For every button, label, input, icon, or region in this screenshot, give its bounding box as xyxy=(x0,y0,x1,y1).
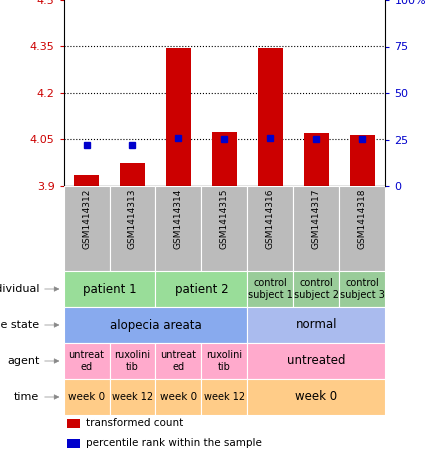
Text: normal: normal xyxy=(296,318,337,332)
Bar xyxy=(74,175,99,186)
Text: GSM1414313: GSM1414313 xyxy=(128,188,137,249)
Bar xyxy=(155,271,247,307)
Text: individual: individual xyxy=(0,284,39,294)
Bar xyxy=(166,48,191,186)
Bar xyxy=(350,135,375,186)
Text: week 0: week 0 xyxy=(295,390,338,404)
Bar xyxy=(258,48,283,186)
Text: time: time xyxy=(14,392,39,402)
Text: agent: agent xyxy=(7,356,39,366)
Text: patient 2: patient 2 xyxy=(175,283,228,295)
Bar xyxy=(155,343,201,379)
Bar xyxy=(339,186,385,271)
Text: ruxolini
tib: ruxolini tib xyxy=(114,350,151,372)
Text: GSM1414316: GSM1414316 xyxy=(266,188,275,249)
Bar xyxy=(247,379,385,415)
Text: GSM1414315: GSM1414315 xyxy=(220,188,229,249)
Bar xyxy=(293,186,339,271)
Text: ruxolini
tib: ruxolini tib xyxy=(206,350,243,372)
Bar xyxy=(293,271,339,307)
Bar xyxy=(155,186,201,271)
Text: transformed count: transformed count xyxy=(86,419,183,429)
Bar xyxy=(64,271,155,307)
Bar xyxy=(110,343,155,379)
Bar xyxy=(64,379,110,415)
Bar xyxy=(201,186,247,271)
Text: untreated: untreated xyxy=(287,355,346,367)
Bar xyxy=(247,307,385,343)
Text: week 0: week 0 xyxy=(160,392,197,402)
Text: GSM1414318: GSM1414318 xyxy=(358,188,367,249)
Text: untreat
ed: untreat ed xyxy=(68,350,105,372)
Text: control
subject 3: control subject 3 xyxy=(340,278,385,300)
Bar xyxy=(110,186,155,271)
Bar xyxy=(212,132,237,186)
Text: week 12: week 12 xyxy=(112,392,153,402)
Bar xyxy=(64,186,110,271)
Text: percentile rank within the sample: percentile rank within the sample xyxy=(86,438,262,448)
Bar xyxy=(247,343,385,379)
Bar xyxy=(155,379,201,415)
Bar xyxy=(201,343,247,379)
Text: week 0: week 0 xyxy=(68,392,105,402)
Bar xyxy=(339,271,385,307)
Bar xyxy=(304,133,329,186)
Text: GSM1414312: GSM1414312 xyxy=(82,188,91,249)
Text: GSM1414314: GSM1414314 xyxy=(174,188,183,249)
Bar xyxy=(120,163,145,186)
Text: alopecia areata: alopecia areata xyxy=(110,318,201,332)
Bar xyxy=(201,379,247,415)
Bar xyxy=(67,419,80,428)
Bar xyxy=(247,186,293,271)
Bar xyxy=(64,307,247,343)
Bar xyxy=(247,271,293,307)
Bar xyxy=(110,379,155,415)
Text: disease state: disease state xyxy=(0,320,39,330)
Text: GSM1414317: GSM1414317 xyxy=(312,188,321,249)
Bar xyxy=(67,439,80,448)
Text: week 12: week 12 xyxy=(204,392,245,402)
Bar xyxy=(64,343,110,379)
Text: patient 1: patient 1 xyxy=(83,283,136,295)
Text: control
subject 1: control subject 1 xyxy=(248,278,293,300)
Text: untreat
ed: untreat ed xyxy=(160,350,197,372)
Text: control
subject 2: control subject 2 xyxy=(294,278,339,300)
